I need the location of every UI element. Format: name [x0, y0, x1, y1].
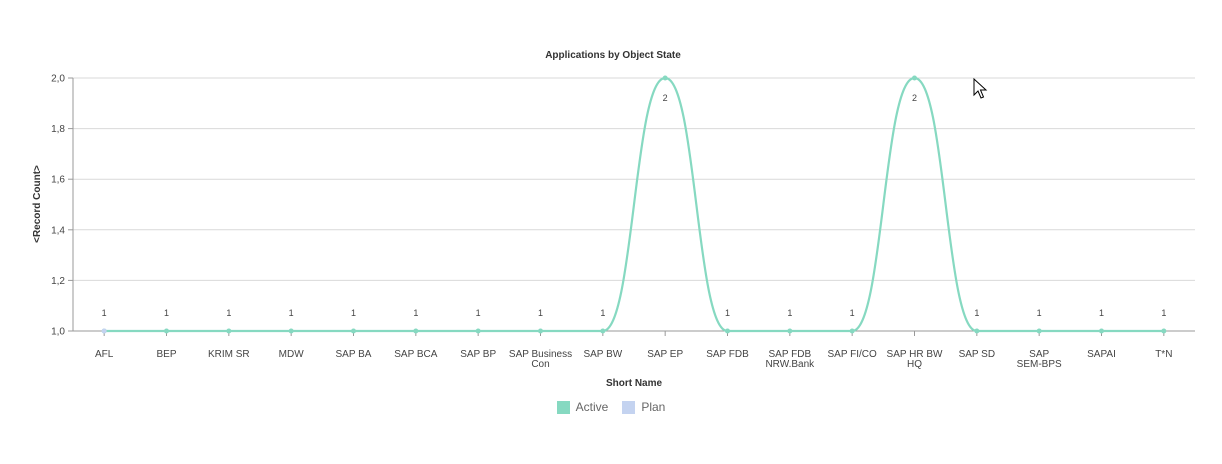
data-label: 1: [476, 308, 481, 318]
data-label: 1: [538, 308, 543, 318]
data-point-plan[interactable]: [101, 328, 107, 334]
data-point-active[interactable]: [475, 328, 481, 334]
data-label: 1: [1099, 308, 1104, 318]
data-label: 1: [413, 308, 418, 318]
x-tick-label: SAPAI: [1087, 349, 1116, 360]
data-label: 1: [600, 308, 605, 318]
y-tick-label: 1,8: [51, 124, 65, 135]
y-tick-label: 1,6: [51, 175, 65, 186]
x-tick-label: SAP FI/CO: [828, 349, 877, 360]
data-point-active[interactable]: [787, 328, 793, 334]
x-tick-label: MDW: [279, 349, 305, 360]
series-line-active: [104, 76, 1164, 333]
legend-label-plan: Plan: [641, 400, 666, 414]
data-point-active[interactable]: [164, 328, 169, 334]
x-tick-label: SAP EP: [647, 349, 683, 360]
data-point-active[interactable]: [600, 328, 606, 334]
data-point-active[interactable]: [912, 75, 917, 81]
data-label: 1: [164, 308, 169, 318]
data-point-active[interactable]: [1036, 328, 1042, 334]
mouse-pointer-icon: [973, 78, 988, 99]
x-tick-label: SAP FDB NRW.Bank: [765, 349, 815, 370]
data-point-active[interactable]: [413, 328, 419, 334]
y-tick-label: 1,0: [51, 327, 65, 338]
data-label: 1: [289, 308, 294, 318]
data-label: 1: [974, 308, 979, 318]
data-point-active[interactable]: [1099, 328, 1104, 334]
y-tick-label: 1,2: [51, 276, 65, 287]
data-point-active[interactable]: [1161, 328, 1167, 334]
y-tick-label: 2,0: [51, 74, 65, 85]
data-label: 1: [725, 308, 730, 318]
data-label: 1: [1037, 308, 1042, 318]
x-axis: AFL BEP KRIM SR MDW SAP BA SAP BCA SAP BP SAP B…: [95, 331, 1172, 370]
data-label: 2: [912, 93, 917, 103]
chart-title: Applications by Object State: [545, 50, 681, 61]
data-point-active[interactable]: [288, 328, 294, 334]
x-tick-label: T*N: [1155, 349, 1172, 360]
data-label: 1: [102, 308, 107, 318]
data-label: 1: [1161, 308, 1166, 318]
x-tick-label: SAP BCA: [394, 349, 437, 360]
x-tick-label: BEP: [156, 349, 176, 360]
x-tick-label: AFL: [95, 349, 114, 360]
series-layer: [101, 75, 1167, 334]
data-label: 1: [226, 308, 231, 318]
data-point-active[interactable]: [725, 328, 730, 334]
data-point-active[interactable]: [351, 328, 356, 334]
data-point-active[interactable]: [226, 328, 232, 334]
y-axis-title: <Record Count>: [32, 165, 43, 243]
legend-label-active: Active: [575, 400, 609, 414]
line-chart: Applications by Object State 1,01,21,41,…: [32, 50, 1195, 389]
y-axis: 1,0 1,2 1,4 1,6 1,8 2,0: [51, 74, 74, 338]
x-tick-label: SAP FDB: [706, 349, 749, 360]
legend-swatch-plan: [622, 400, 636, 414]
x-tick-label: KRIM SR: [208, 349, 250, 360]
data-label: 1: [787, 308, 792, 318]
x-axis-title: Short Name: [606, 378, 663, 389]
x-tick-label: SAP HR BW HQ: [887, 349, 943, 370]
data-label: 1: [351, 308, 356, 318]
legend: Active Plan: [0, 400, 1222, 414]
legend-item-active[interactable]: Active: [556, 400, 609, 414]
data-labels: 1 1 1 1 1 1 1 1 1 2 1 1 1 2 1 1 1 1: [102, 93, 1167, 318]
data-point-active[interactable]: [662, 75, 668, 81]
legend-swatch-active: [556, 400, 570, 414]
legend-item-plan[interactable]: Plan: [622, 400, 665, 414]
data-point-active[interactable]: [974, 328, 980, 334]
x-tick-label: SAP BA: [336, 349, 372, 360]
data-point-active[interactable]: [849, 328, 855, 334]
x-tick-label: SAP SEM-BPS: [1017, 349, 1062, 370]
y-tick-label: 1,4: [51, 225, 65, 236]
data-point-active[interactable]: [538, 328, 543, 334]
x-tick-label: SAP BW: [583, 349, 622, 360]
data-label: 1: [850, 308, 855, 318]
x-tick-label: SAP SD: [959, 349, 996, 360]
x-tick-label: SAP Business Con: [509, 349, 572, 370]
x-tick-label: SAP BP: [460, 349, 496, 360]
data-label: 2: [663, 93, 668, 103]
